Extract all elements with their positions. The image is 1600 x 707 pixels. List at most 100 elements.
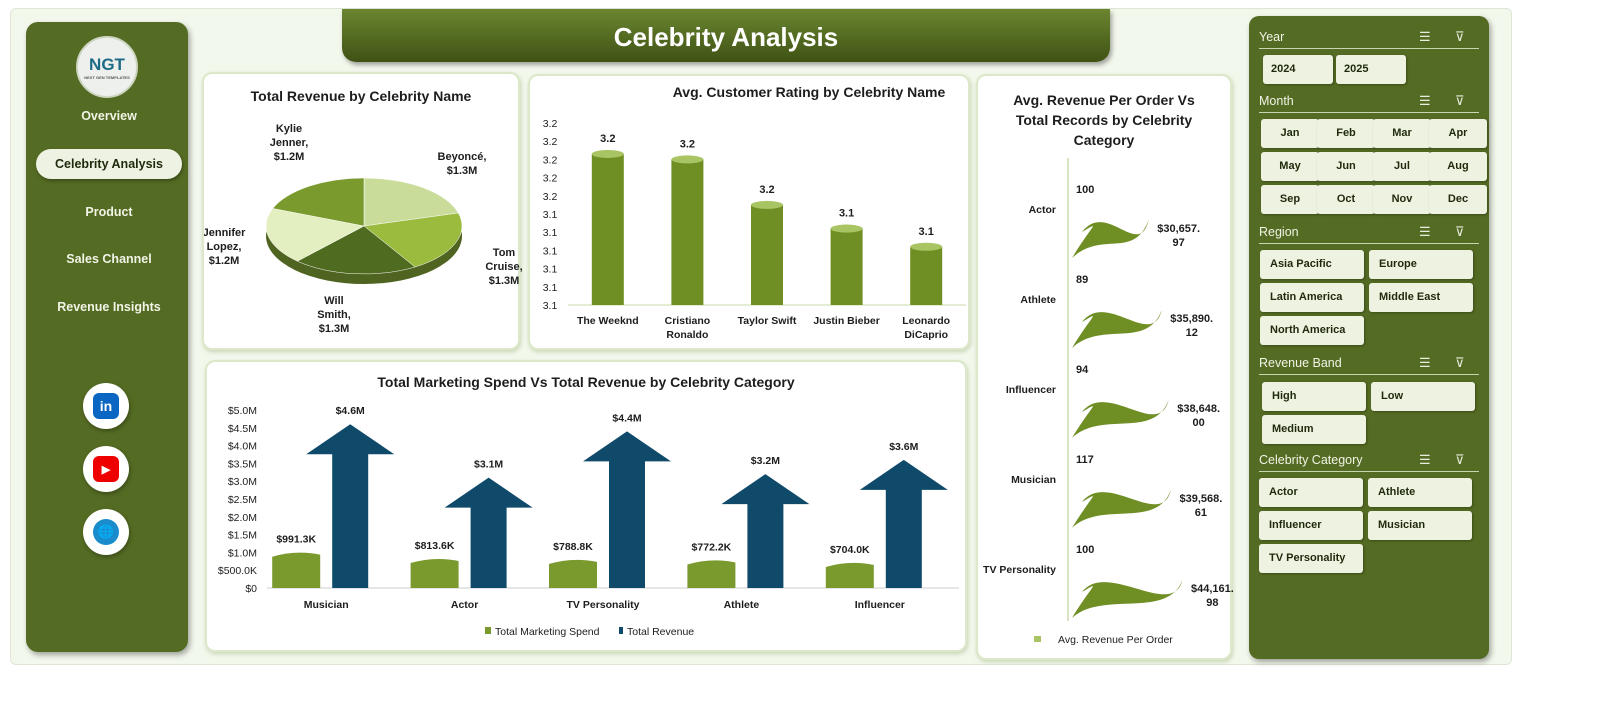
rating-chart-card: Avg. Customer Rating by Celebrity Name 3… [528,74,970,350]
region-option-europe[interactable]: Europe [1369,250,1473,279]
globe-icon: 🌐 [93,519,119,545]
legend-label: Avg. Revenue Per Order [1058,634,1173,646]
pie-chart-card: Total Revenue by Celebrity Name Beyoncé,… [202,72,522,350]
records-label: 89 [1076,274,1088,286]
month-option-may[interactable]: May [1261,152,1319,181]
month-option-jan[interactable]: Jan [1261,119,1319,148]
x-tick-label: Musician [304,599,349,611]
revenue_band-option-low[interactable]: Low [1371,382,1475,411]
year-filter-label: Year [1259,30,1285,44]
bar-data-label: 3.1 [839,208,854,220]
clear-filter-icon[interactable]: ⊽ [1455,452,1465,467]
region-option-middle-east[interactable]: Middle East [1369,283,1473,312]
avg-revenue-wave [1072,310,1162,348]
revenue-data-label: $3.2M [751,455,780,467]
multi-select-icon[interactable]: ☰ [1419,93,1431,108]
nav-overview[interactable]: Overview [81,109,137,123]
website-button[interactable]: 🌐 [83,509,129,555]
x-tick-label: Actor [451,599,478,611]
records-label: 100 [1076,544,1094,556]
pie-data-label: Beyoncé, [438,151,487,163]
nav-revenue-insights[interactable]: Revenue Insights [57,300,161,314]
pie-data-label: Tom [493,247,516,259]
category-label: TV Personality [983,564,1056,576]
y-tick-label: 3.2 [543,136,558,148]
avg-revenue-wave [1072,220,1149,258]
y-tick-label: $1.5M [228,530,257,542]
y-tick-label: 3.1 [543,245,558,257]
marketing-data-label: $813.6K [415,540,455,552]
pie-slice [272,177,365,227]
bar-data-label: 3.2 [759,184,774,196]
region-option-north-america[interactable]: North America [1260,316,1364,345]
legend-label: Total Marketing Spend [495,626,600,638]
nav-product[interactable]: Product [85,205,133,219]
month-option-mar[interactable]: Mar [1373,119,1431,148]
month-option-sep[interactable]: Sep [1261,185,1319,214]
nav-celebrity-analysis[interactable]: Celebrity Analysis [36,149,182,179]
legend-label: Total Revenue [627,626,694,638]
celebrity_category-filter-header: Celebrity Category ☰ ⊽ [1259,450,1479,472]
month-option-jun[interactable]: Jun [1317,152,1375,181]
youtube-button[interactable]: ▶ [83,446,129,492]
month-option-oct[interactable]: Oct [1317,185,1375,214]
avg-revenue-label: 12 [1186,327,1198,339]
y-tick-label: 3.2 [543,191,558,203]
marketing-data-label: $991.3K [276,534,316,546]
multi-select-icon[interactable]: ☰ [1419,355,1431,370]
y-tick-label: 3.2 [543,173,558,185]
multi-select-icon[interactable]: ☰ [1419,452,1431,467]
clear-filter-icon[interactable]: ⊽ [1455,29,1465,44]
pie-slice [363,212,463,268]
pie-data-label: Cruise, [485,261,522,273]
chart-title: Total Marketing Spend Vs Total Revenue b… [377,374,795,390]
rating-bar-cap [591,149,624,158]
pie-chart: Beyoncé, $1.3M Tom Cruise, $1.3M Will Smith, $1… [204,123,522,335]
region-option-latin-america[interactable]: Latin America [1260,283,1364,312]
nav-sales-channel[interactable]: Sales Channel [66,252,152,266]
records-label: 117 [1076,454,1094,466]
revenue_band-option-high[interactable]: High [1262,382,1366,411]
rating-bar-cap [830,224,863,233]
linkedin-button[interactable]: in [83,383,129,429]
revenue-arrow [859,459,948,588]
multi-select-icon[interactable]: ☰ [1419,29,1431,44]
month-option-jul[interactable]: Jul [1373,152,1431,181]
clear-filter-icon[interactable]: ⊽ [1455,355,1465,370]
logo-text: NGT [89,54,125,74]
month-option-aug[interactable]: Aug [1429,152,1487,181]
celebrity_category-option-athlete[interactable]: Athlete [1368,478,1472,507]
celebrity_category-option-actor[interactable]: Actor [1259,478,1363,507]
region-filter-label: Region [1259,225,1299,239]
year-option-2024[interactable]: 2024 [1263,55,1333,84]
pie-data-label: Kylie [276,123,302,135]
month-option-apr[interactable]: Apr [1429,119,1487,148]
celebrity_category-option-tv-personality[interactable]: TV Personality [1259,544,1363,573]
y-tick-label: $4.0M [228,441,257,453]
page-title: Celebrity Analysis [342,9,1110,62]
y-tick-label: 3.1 [543,282,558,294]
marketing-spend-bar [687,560,736,588]
category-label: Athlete [1020,294,1056,306]
revenue-arrow [721,474,810,588]
y-tick-label: $500.0K [218,565,257,577]
y-tick-label: $2.0M [228,512,257,524]
month-option-dec[interactable]: Dec [1429,185,1487,214]
records-label: 100 [1076,184,1094,196]
avg-revenue-wave [1072,490,1171,528]
year-option-2025[interactable]: 2025 [1336,55,1406,84]
clear-filter-icon[interactable]: ⊽ [1455,93,1465,108]
celebrity_category-option-musician[interactable]: Musician [1368,511,1472,540]
multi-select-icon[interactable]: ☰ [1419,224,1431,239]
celebrity_category-option-influencer[interactable]: Influencer [1259,511,1363,540]
x-tick-label: TV Personality [567,599,640,611]
month-option-feb[interactable]: Feb [1317,119,1375,148]
rating-bar-cap [751,200,783,209]
logo-subtext: NEXT GEN TEMPLATES [84,74,130,80]
y-tick-label: $1.0M [228,547,257,559]
rating-bar-cap [910,242,943,251]
month-option-nov[interactable]: Nov [1373,185,1431,214]
clear-filter-icon[interactable]: ⊽ [1455,224,1465,239]
revenue_band-option-medium[interactable]: Medium [1262,415,1366,444]
region-option-asia-pacific[interactable]: Asia Pacific [1260,250,1364,279]
